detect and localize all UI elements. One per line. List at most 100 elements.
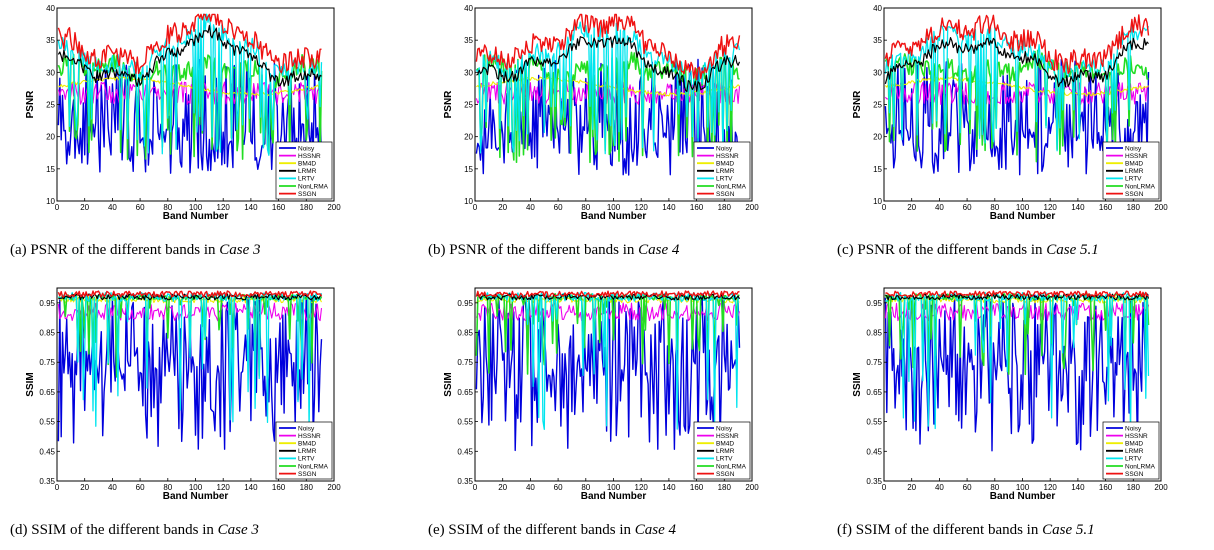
- series-line-lrmr: [476, 293, 741, 301]
- y-tick-label: 0.75: [39, 358, 55, 367]
- legend-label: LRTV: [716, 176, 733, 183]
- x-tick-label: 200: [1154, 203, 1168, 212]
- legend-label: BM4D: [716, 441, 734, 448]
- legend-label: HSSNR: [1125, 153, 1148, 160]
- x-tick-label: 80: [581, 483, 590, 492]
- y-tick-label: 0.85: [866, 329, 882, 338]
- x-tick-label: 60: [136, 203, 145, 212]
- y-tick-label: 10: [46, 197, 55, 206]
- y-axis-label: SSIM: [25, 372, 36, 396]
- x-tick-label: 0: [473, 203, 478, 212]
- x-axis-label: Band Number: [163, 491, 229, 502]
- legend-label: LRMR: [298, 448, 317, 455]
- y-tick-label: 15: [46, 165, 55, 174]
- y-axis-label: SSIM: [443, 372, 454, 396]
- y-tick-label: 30: [46, 68, 55, 77]
- x-tick-label: 40: [108, 203, 117, 212]
- legend-label: BM4D: [298, 161, 316, 168]
- caption-b: (b) PSNR of the different bands in Case …: [428, 242, 680, 258]
- y-tick-label: 20: [873, 133, 882, 142]
- y-tick-label: 0.35: [457, 477, 473, 486]
- x-tick-label: 60: [554, 483, 563, 492]
- chart-svg-d: 0 20 40 60 80 100 120 140 160 180 200 0.35 0.45 0.55 0…: [25, 287, 341, 502]
- chart-panel-e: 0 20 40 60 80 100 120 140 160 180 200 0.35 0.45 0.55 0…: [428, 280, 759, 550]
- legend-label: LRMR: [298, 168, 317, 175]
- series-line-ssgn: [57, 13, 322, 75]
- y-tick-label: 0.65: [39, 388, 55, 397]
- y-tick-label: 40: [46, 4, 55, 13]
- x-tick-label: 200: [1154, 483, 1168, 492]
- series-group: [884, 290, 1150, 452]
- y-tick-label: 20: [464, 133, 473, 142]
- legend-label: SSGN: [298, 471, 317, 478]
- x-tick-label: 160: [1099, 483, 1113, 492]
- series-line-hssnr: [57, 81, 323, 105]
- chart-svg-b: 0 20 40 60 80 100 120 140 160 180 200 10 15 20 25 30 35 4…: [443, 4, 759, 222]
- x-tick-label: 80: [163, 483, 172, 492]
- legend-label: NonLRMA: [1125, 183, 1156, 190]
- series-line-bm4d: [884, 76, 1149, 97]
- x-tick-label: 120: [1044, 483, 1058, 492]
- y-tick-label: 0.35: [866, 477, 882, 486]
- y-tick-label: 0.65: [866, 388, 882, 397]
- y-tick-label: 0.45: [39, 447, 55, 456]
- legend-label: HSSNR: [716, 433, 739, 440]
- legend-label: LRMR: [1125, 168, 1144, 175]
- series-line-ssgn: [885, 290, 1149, 298]
- y-tick-label: 20: [46, 133, 55, 142]
- x-tick-label: 180: [300, 483, 314, 492]
- chart-panel-a: 0 20 40 60 80 100 120 140 160 180 200 10 15 20 25 30 35 4…: [10, 0, 341, 270]
- legend-label: LRMR: [1125, 448, 1144, 455]
- x-tick-label: 100: [189, 483, 203, 492]
- x-tick-label: 140: [662, 203, 676, 212]
- x-tick-label: 200: [745, 483, 759, 492]
- legend-label: SSGN: [1125, 471, 1144, 478]
- y-tick-label: 40: [873, 4, 882, 13]
- y-tick-label: 0.55: [457, 418, 473, 427]
- x-tick-label: 80: [163, 203, 172, 212]
- x-tick-label: 40: [935, 483, 944, 492]
- y-tick-label: 0.95: [39, 299, 55, 308]
- series-group: [57, 13, 323, 176]
- x-tick-label: 180: [718, 203, 732, 212]
- series-line-lrmr: [57, 24, 322, 87]
- x-tick-label: 180: [1127, 203, 1141, 212]
- legend-label: NonLRMA: [298, 463, 329, 470]
- legend-label: NonLRMA: [716, 183, 747, 190]
- legend-label: Noisy: [716, 425, 733, 432]
- legend-label: LRTV: [298, 456, 315, 463]
- legend-label: SSGN: [716, 471, 735, 478]
- x-tick-label: 20: [80, 203, 89, 212]
- legend-label: Noisy: [298, 425, 315, 432]
- series-line-ssgn: [57, 290, 323, 298]
- legend-label: BM4D: [298, 441, 316, 448]
- y-tick-label: 25: [873, 101, 882, 110]
- series-line-noisy: [57, 59, 323, 176]
- y-tick-label: 0.75: [457, 358, 473, 367]
- y-tick-label: 35: [873, 36, 882, 45]
- y-tick-label: 10: [464, 197, 473, 206]
- chart-svg-e: 0 20 40 60 80 100 120 140 160 180 200 0.35 0.45 0.55 0…: [443, 287, 759, 502]
- x-tick-label: 180: [718, 483, 732, 492]
- chart-svg-a: 0 20 40 60 80 100 120 140 160 180 200 10 15 20 25 30 35 4…: [25, 4, 341, 222]
- series-line-lrtv: [885, 291, 1150, 437]
- x-tick-label: 140: [1071, 203, 1085, 212]
- x-tick-label: 120: [1044, 203, 1058, 212]
- x-tick-label: 120: [635, 483, 649, 492]
- y-tick-label: 15: [464, 165, 473, 174]
- legend-label: LRMR: [716, 168, 735, 175]
- series-line-ssgn: [475, 13, 741, 81]
- series-line-lrtv: [57, 13, 323, 156]
- y-axis-label: PSNR: [852, 90, 863, 119]
- y-tick-label: 35: [46, 36, 55, 45]
- caption-e: (e) SSIM of the different bands in Case …: [428, 522, 677, 538]
- x-tick-label: 200: [327, 203, 341, 212]
- legend-label: HSSNR: [1125, 433, 1148, 440]
- legend-label: SSGN: [298, 191, 317, 198]
- x-tick-label: 60: [963, 483, 972, 492]
- x-tick-label: 60: [136, 483, 145, 492]
- legend-label: LRTV: [1125, 456, 1142, 463]
- series-group: [57, 290, 323, 450]
